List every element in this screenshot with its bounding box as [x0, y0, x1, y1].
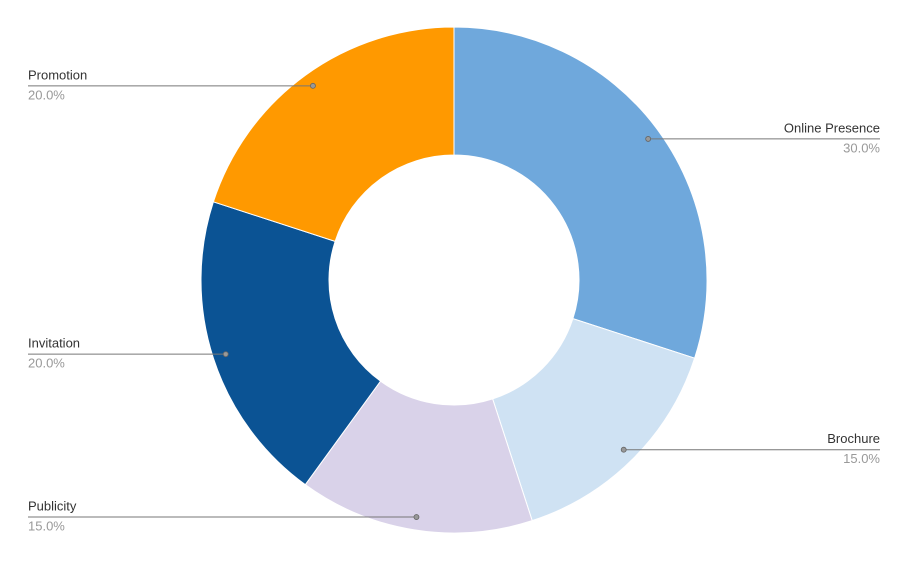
leader-dot — [222, 351, 229, 358]
slice-value-label: 20.0% — [28, 87, 65, 102]
slice-label: Invitation — [28, 336, 80, 351]
slice-value-label: 30.0% — [843, 140, 880, 155]
slice-label: Brochure — [827, 431, 880, 446]
leader-dot — [413, 514, 420, 520]
slice — [491, 317, 696, 522]
leader-dot — [620, 446, 627, 453]
slice-label: Promotion — [28, 67, 87, 82]
leader-dot — [310, 82, 316, 89]
slice-label: Publicity — [28, 498, 77, 513]
leader-dot — [645, 136, 652, 142]
slice — [212, 26, 455, 243]
slice-value-label: 15.0% — [28, 518, 65, 533]
slice — [453, 26, 708, 359]
slice-label: Online Presence — [784, 120, 880, 135]
slice-value-label: 20.0% — [28, 356, 65, 371]
slice — [200, 201, 382, 486]
slice — [304, 380, 533, 534]
slice-value-label: 15.0% — [843, 451, 880, 466]
